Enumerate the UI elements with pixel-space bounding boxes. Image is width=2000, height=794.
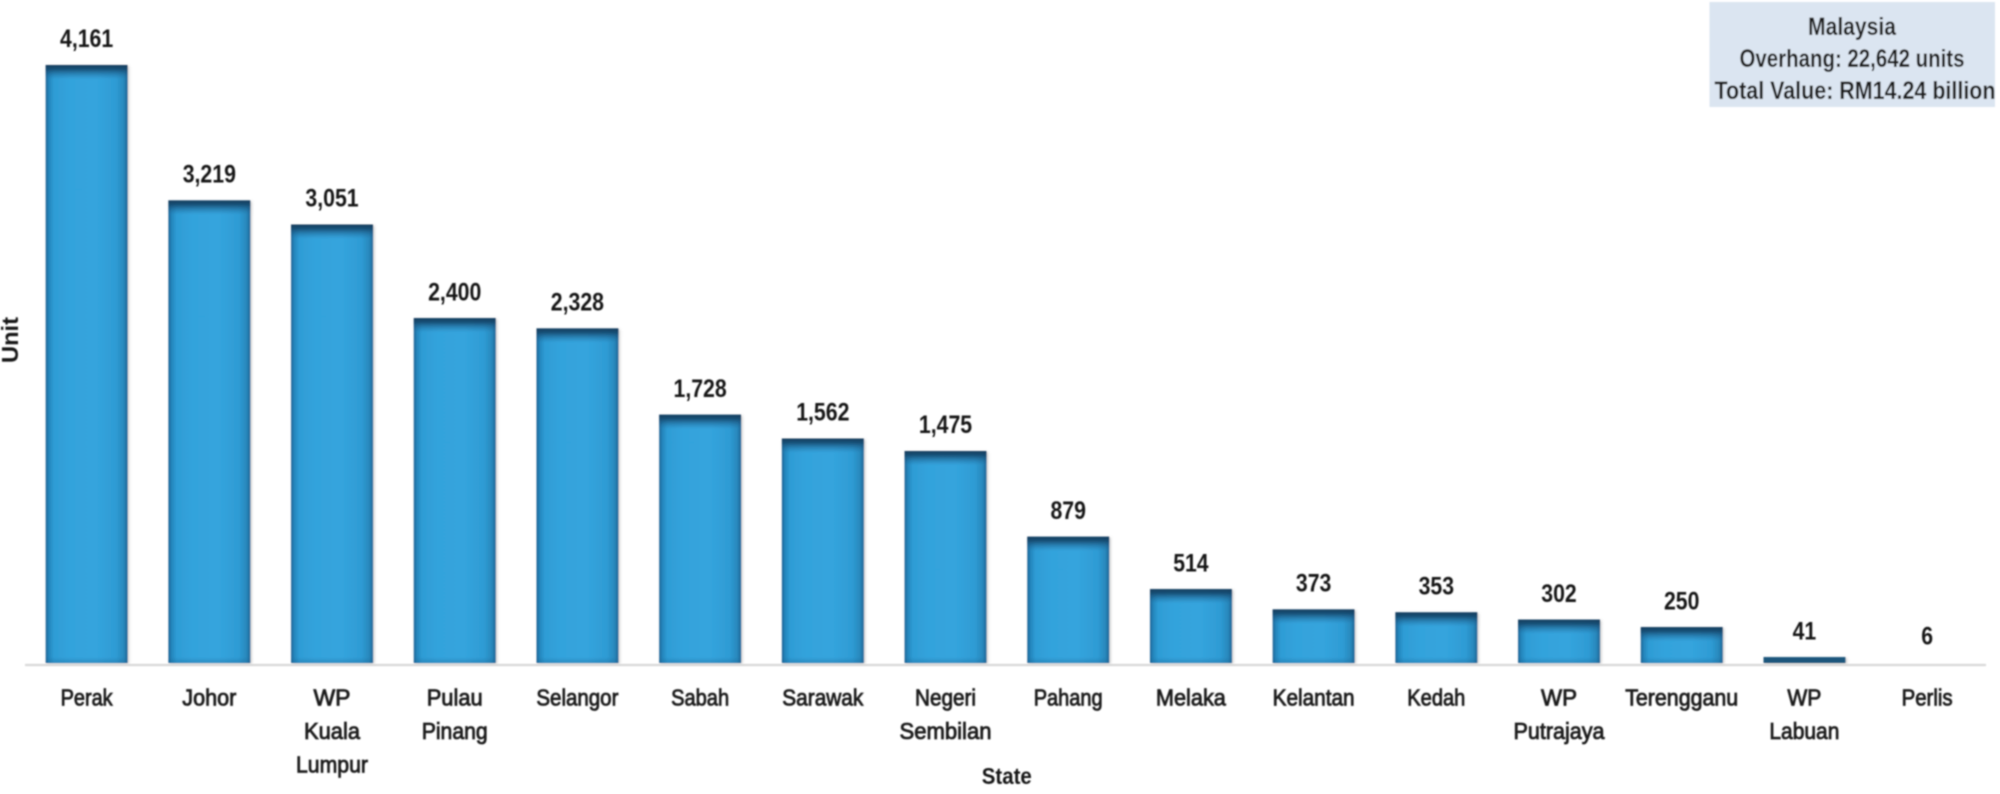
svg-text:4,161: 4,161 <box>60 25 113 53</box>
svg-text:Perak: Perak <box>61 685 113 711</box>
svg-text:Melaka: Melaka <box>1156 685 1227 711</box>
svg-text:3,219: 3,219 <box>183 161 236 189</box>
svg-text:879: 879 <box>1051 497 1086 525</box>
svg-text:Kuala: Kuala <box>304 718 361 744</box>
svg-text:Pahang: Pahang <box>1034 685 1103 711</box>
svg-text:250: 250 <box>1664 587 1699 615</box>
svg-text:Total Value: RM14.24 billion: Total Value: RM14.24 billion <box>1715 77 1996 105</box>
svg-text:1,562: 1,562 <box>796 399 849 427</box>
svg-text:6: 6 <box>1921 622 1933 650</box>
svg-text:Negeri: Negeri <box>915 685 976 711</box>
svg-text:State: State <box>982 763 1032 789</box>
svg-text:Kedah: Kedah <box>1407 685 1465 711</box>
svg-text:373: 373 <box>1296 570 1331 598</box>
svg-text:Perlis: Perlis <box>1902 685 1953 711</box>
svg-text:Pulau: Pulau <box>427 685 483 711</box>
svg-text:Lumpur: Lumpur <box>296 752 368 778</box>
svg-text:Labuan: Labuan <box>1769 718 1839 744</box>
svg-text:Terengganu: Terengganu <box>1625 685 1738 711</box>
svg-text:WP: WP <box>1787 685 1821 711</box>
svg-text:302: 302 <box>1541 580 1576 608</box>
svg-text:3,051: 3,051 <box>305 185 358 213</box>
svg-text:41: 41 <box>1793 617 1817 645</box>
svg-text:1,475: 1,475 <box>919 411 972 439</box>
svg-text:Sarawak: Sarawak <box>782 685 863 711</box>
svg-text:2,400: 2,400 <box>428 278 481 306</box>
svg-text:Unit: Unit <box>0 317 23 363</box>
svg-text:Sembilan: Sembilan <box>900 718 992 744</box>
svg-text:2,328: 2,328 <box>551 289 604 317</box>
svg-text:353: 353 <box>1419 573 1454 601</box>
svg-text:Overhang: 22,642 units: Overhang: 22,642 units <box>1740 45 1965 73</box>
svg-text:1,728: 1,728 <box>674 375 727 403</box>
svg-text:Johor: Johor <box>182 685 236 711</box>
svg-text:Pinang: Pinang <box>422 718 488 744</box>
svg-text:WP: WP <box>314 685 351 711</box>
svg-text:Kelantan: Kelantan <box>1273 685 1355 711</box>
svg-text:Selangor: Selangor <box>536 685 618 711</box>
svg-text:WP: WP <box>1541 685 1577 711</box>
svg-text:514: 514 <box>1173 549 1208 577</box>
svg-text:Putrajaya: Putrajaya <box>1514 718 1606 744</box>
svg-text:Sabah: Sabah <box>671 685 729 711</box>
svg-text:Malaysia: Malaysia <box>1808 13 1897 41</box>
